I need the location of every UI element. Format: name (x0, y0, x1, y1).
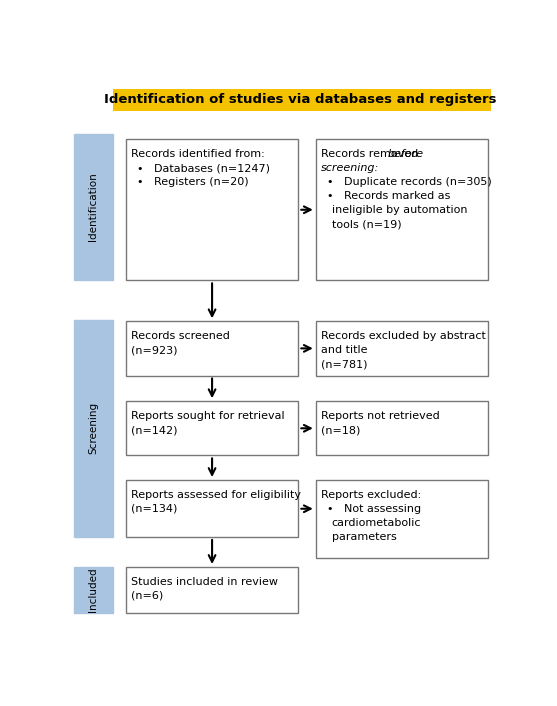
Text: Identification of studies via databases and registers: Identification of studies via databases … (104, 93, 497, 107)
Text: and title: and title (321, 345, 368, 355)
Text: •   Records marked as: • Records marked as (328, 191, 451, 201)
Text: Reports sought for retrieval: Reports sought for retrieval (131, 411, 285, 421)
FancyBboxPatch shape (316, 139, 488, 280)
Text: (n=781): (n=781) (321, 359, 368, 369)
FancyBboxPatch shape (126, 321, 299, 376)
Text: Records identified from:: Records identified from: (131, 149, 265, 159)
Text: parameters: parameters (331, 532, 397, 542)
Text: before: before (388, 149, 424, 159)
Text: tools (n=19): tools (n=19) (331, 220, 401, 229)
FancyBboxPatch shape (126, 480, 299, 537)
Text: ineligible by automation: ineligible by automation (331, 205, 467, 215)
Text: (n=134): (n=134) (131, 504, 177, 514)
Text: Included: Included (89, 568, 99, 612)
Text: Identification: Identification (89, 173, 99, 241)
FancyBboxPatch shape (74, 567, 113, 613)
Text: Reports excluded:: Reports excluded: (321, 490, 421, 500)
FancyBboxPatch shape (126, 139, 299, 280)
Text: (n=18): (n=18) (321, 425, 360, 435)
FancyBboxPatch shape (74, 320, 113, 537)
FancyBboxPatch shape (126, 567, 299, 613)
Text: Screening: Screening (89, 402, 99, 455)
FancyBboxPatch shape (126, 401, 299, 455)
FancyBboxPatch shape (316, 480, 488, 558)
Text: cardiometabolic: cardiometabolic (331, 518, 421, 528)
Text: •   Databases (n=1247): • Databases (n=1247) (138, 163, 270, 173)
Text: screening:: screening: (321, 163, 379, 173)
FancyBboxPatch shape (316, 401, 488, 455)
Text: (n=6): (n=6) (131, 591, 163, 601)
Text: Reports not retrieved: Reports not retrieved (321, 411, 439, 421)
FancyBboxPatch shape (113, 89, 491, 111)
Text: Records removed: Records removed (321, 149, 422, 159)
Text: (n=142): (n=142) (131, 425, 178, 435)
Text: •   Duplicate records (n=305): • Duplicate records (n=305) (328, 177, 492, 187)
FancyBboxPatch shape (316, 321, 488, 376)
Text: Studies included in review: Studies included in review (131, 577, 278, 587)
Text: •   Not assessing: • Not assessing (328, 504, 422, 514)
Text: Reports assessed for eligibility: Reports assessed for eligibility (131, 490, 301, 500)
Text: •   Registers (n=20): • Registers (n=20) (138, 177, 249, 187)
Text: (n=923): (n=923) (131, 345, 178, 355)
Text: Records screened: Records screened (131, 331, 230, 341)
FancyBboxPatch shape (74, 133, 113, 280)
Text: Records excluded by abstract: Records excluded by abstract (321, 331, 486, 341)
